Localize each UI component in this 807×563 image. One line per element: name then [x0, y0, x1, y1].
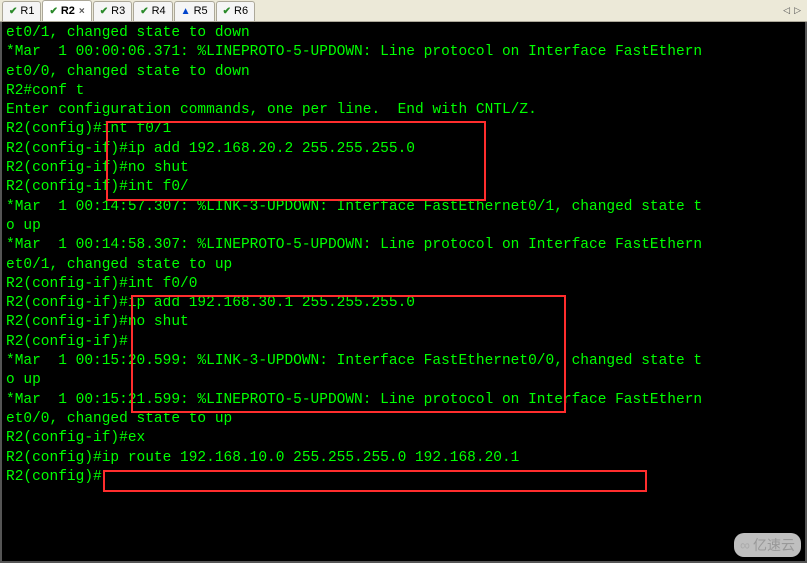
terminal-output[interactable]: et0/1, changed state to down*Mar 1 00:00… — [0, 22, 807, 563]
terminal-line: Enter configuration commands, one per li… — [6, 101, 801, 120]
tab-r2[interactable]: ✔ R2 × — [42, 0, 91, 21]
terminal-line: o up — [6, 217, 801, 236]
terminal-line: R2(config-if)#ex — [6, 429, 801, 448]
tab-label: R4 — [152, 5, 166, 17]
close-icon[interactable]: × — [79, 6, 85, 17]
terminal-line: *Mar 1 00:00:06.371: %LINEPROTO-5-UPDOWN… — [6, 43, 801, 62]
terminal-line: R2(config-if)#ip add 192.168.30.1 255.25… — [6, 294, 801, 313]
check-icon: ✔ — [140, 6, 148, 17]
check-icon: ✔ — [223, 6, 231, 17]
tab-r4[interactable]: ✔ R4 — [133, 1, 172, 21]
tab-label: R5 — [194, 5, 208, 17]
terminal-line: *Mar 1 00:15:20.599: %LINK-3-UPDOWN: Int… — [6, 352, 801, 371]
check-icon: ✔ — [49, 6, 57, 17]
terminal-line: R2(config-if)#ip add 192.168.20.2 255.25… — [6, 140, 801, 159]
tab-nav-arrows: ◁ ▷ — [781, 5, 807, 16]
tab-r6[interactable]: ✔ R6 — [216, 1, 255, 21]
watermark: ∞ 亿速云 — [734, 533, 801, 557]
terminal-line: R2(config)# — [6, 468, 801, 487]
terminal-line: R2(config-if)#int f0/0 — [6, 275, 801, 294]
check-icon: ✔ — [9, 6, 17, 17]
tab-r5[interactable]: ▲ R5 — [174, 1, 215, 21]
cloud-icon: ∞ — [740, 537, 750, 553]
terminal-line: R2(config)#ip route 192.168.10.0 255.255… — [6, 449, 801, 468]
terminal-line: R2(config-if)#no shut — [6, 313, 801, 332]
tab-label: R2 — [61, 5, 75, 17]
warning-icon: ▲ — [181, 6, 191, 17]
terminal-line: o up — [6, 371, 801, 390]
terminal-line: R2(config-if)#int f0/ — [6, 178, 801, 197]
terminal-line: R2(config-if)# — [6, 333, 801, 352]
tab-label: R1 — [20, 5, 34, 17]
terminal-line: R2(config)#int f0/1 — [6, 120, 801, 139]
tab-r1[interactable]: ✔ R1 — [2, 1, 41, 21]
watermark-text: 亿速云 — [753, 535, 795, 555]
tab-bar: ✔ R1 ✔ R2 × ✔ R3 ✔ R4 ▲ R5 ✔ R6 ◁ ▷ — [0, 0, 807, 22]
terminal-line: et0/1, changed state to down — [6, 24, 801, 43]
check-icon: ✔ — [100, 6, 108, 17]
terminal-line: *Mar 1 00:15:21.599: %LINEPROTO-5-UPDOWN… — [6, 391, 801, 410]
tab-label: R6 — [234, 5, 248, 17]
terminal-line: et0/0, changed state to up — [6, 410, 801, 429]
tab-r3[interactable]: ✔ R3 — [93, 1, 132, 21]
terminal-line: et0/1, changed state to up — [6, 256, 801, 275]
tab-label: R3 — [111, 5, 125, 17]
terminal-line: R2(config-if)#no shut — [6, 159, 801, 178]
terminal-line: *Mar 1 00:14:58.307: %LINEPROTO-5-UPDOWN… — [6, 236, 801, 255]
terminal-line: et0/0, changed state to down — [6, 63, 801, 82]
scroll-right-icon[interactable]: ▷ — [792, 5, 803, 16]
terminal-line: R2#conf t — [6, 82, 801, 101]
scroll-left-icon[interactable]: ◁ — [781, 5, 792, 16]
terminal-line: *Mar 1 00:14:57.307: %LINK-3-UPDOWN: Int… — [6, 198, 801, 217]
